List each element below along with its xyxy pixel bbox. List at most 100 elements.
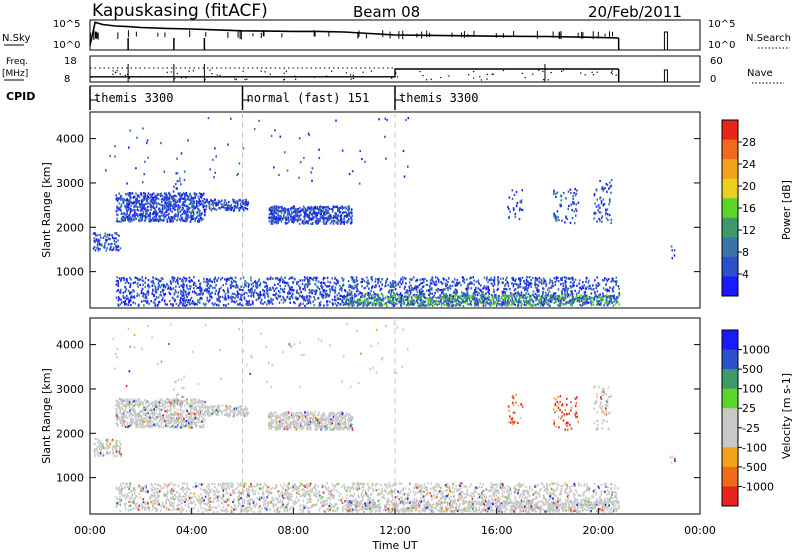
scatter-low — [454, 292, 456, 294]
scatter-outlier — [408, 117, 410, 119]
cpid-segment-label: normal (fast) 151 — [247, 91, 370, 105]
scatter-low-strong — [531, 305, 533, 307]
scatter-low — [244, 292, 246, 294]
scatter-low — [335, 287, 337, 289]
scatter-low-strong — [420, 304, 422, 306]
scatter-low-strong — [590, 303, 592, 305]
scatter-low — [604, 277, 606, 279]
scatter-low-strong — [466, 299, 468, 301]
scatter-patch — [521, 199, 523, 201]
scatter-low — [182, 278, 184, 280]
scatter-low-strong — [441, 303, 443, 305]
scatter-low — [374, 293, 376, 295]
scatter-arc — [123, 202, 125, 204]
scatter-patch — [601, 202, 603, 204]
scatter-low-strong — [593, 297, 595, 299]
scatter-arc — [130, 195, 132, 197]
scatter-low — [231, 281, 233, 283]
nave-dot — [331, 70, 332, 71]
scatter-low — [556, 276, 558, 278]
scatter-low-strong — [464, 302, 466, 304]
scatter-low — [342, 280, 344, 282]
scatter-low — [406, 290, 408, 292]
power-marks — [93, 112, 676, 308]
nave-dot — [493, 74, 494, 75]
scatter-arc — [308, 220, 310, 222]
scatter-low — [251, 287, 253, 289]
scatter-arc — [149, 203, 151, 205]
scatter-arc — [150, 209, 152, 211]
scatter-low — [292, 289, 294, 291]
scatter-arc — [192, 211, 194, 213]
scatter-low — [130, 285, 132, 287]
scatter-low — [124, 302, 126, 304]
scatter-low-strong — [466, 297, 468, 299]
scatter-low — [568, 277, 570, 279]
scatter-low-strong — [398, 301, 400, 303]
scatter-low-strong — [590, 301, 592, 303]
scatter-arc — [283, 216, 285, 218]
scatter-low-strong — [607, 302, 609, 304]
scatter-low — [331, 288, 333, 290]
scatter-low — [126, 280, 128, 282]
scatter-low — [306, 297, 308, 299]
scatter-low-strong — [389, 302, 391, 304]
scatter-arc — [312, 223, 314, 225]
scatter-low — [302, 283, 304, 285]
scatter-low — [463, 292, 465, 294]
scatter-low-strong — [480, 302, 482, 304]
scatter-low — [570, 281, 572, 283]
scatter-patch — [568, 191, 570, 193]
scatter-low — [453, 281, 455, 283]
scatter-low — [548, 287, 550, 289]
scatter-arc — [104, 235, 106, 237]
scatter-low-strong — [561, 301, 563, 303]
scatter-low-strong — [378, 294, 380, 296]
scatter-low — [473, 284, 475, 286]
scatter-arc — [316, 214, 318, 216]
scatter-low — [312, 301, 314, 303]
scatter-low — [299, 279, 301, 281]
scatter-patch — [610, 222, 612, 224]
scatter-arc — [118, 220, 120, 222]
scatter-arc — [173, 216, 175, 218]
scatter-low — [193, 287, 195, 289]
scatter-outlier — [311, 171, 313, 173]
scatter-low — [290, 277, 292, 279]
scatter-low — [573, 285, 575, 287]
scatter-arc — [185, 210, 187, 212]
scatter-arc — [285, 219, 287, 221]
nave-dot — [167, 72, 168, 73]
scatter-arc — [95, 234, 97, 236]
scatter-arc — [97, 247, 99, 249]
scatter-low — [235, 277, 237, 279]
scatter-arc — [119, 202, 121, 204]
scatter-low-strong — [503, 303, 505, 305]
scatter-low — [453, 292, 455, 294]
scatter-low — [388, 291, 390, 293]
scatter-low-strong — [521, 294, 523, 296]
scatter-outlier — [136, 137, 138, 139]
scatter-low — [405, 278, 407, 280]
nave-dot — [188, 71, 189, 72]
scatter-patch — [603, 204, 605, 206]
scatter-outlier — [144, 161, 146, 163]
scatter-arc — [243, 209, 245, 211]
scatter-low-strong — [596, 304, 598, 306]
scatter-low — [162, 278, 164, 280]
scatter-low — [423, 281, 425, 283]
scatter-low — [511, 294, 513, 296]
scatter-low — [135, 277, 137, 279]
scatter-low-strong — [415, 302, 417, 304]
scatter-low — [186, 304, 188, 306]
scatter-low-strong — [450, 303, 452, 305]
scatter-low — [369, 302, 371, 304]
scatter-low — [354, 293, 356, 295]
nave-dot — [561, 71, 562, 72]
scatter-arc — [281, 220, 283, 222]
scatter-arc — [288, 211, 290, 213]
scatter-low-strong — [533, 304, 535, 306]
scatter-low — [158, 301, 160, 303]
scatter-arc — [181, 209, 183, 211]
scatter-low-strong — [587, 296, 589, 298]
